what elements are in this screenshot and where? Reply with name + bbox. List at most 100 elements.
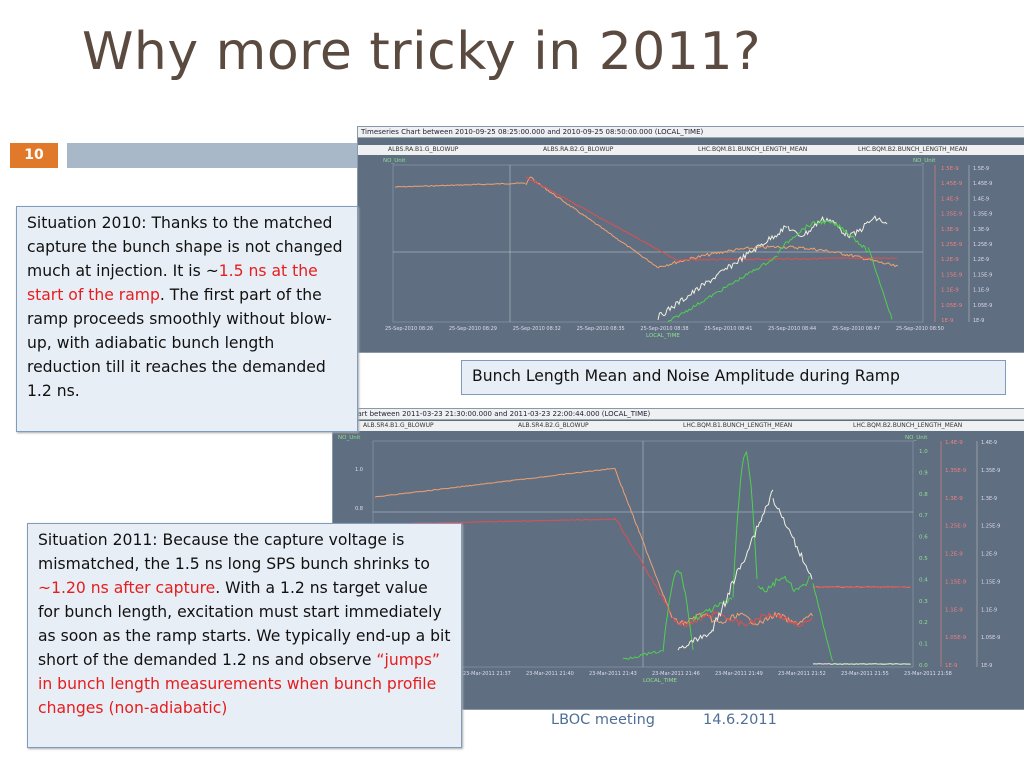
x-tick-label: 25-Sep-2010 08:26 bbox=[385, 326, 433, 332]
plot-area bbox=[392, 164, 924, 323]
y-right-tick-label: 1.35E-9 bbox=[945, 468, 967, 474]
y-green-tick-label: 0.4 bbox=[919, 577, 928, 583]
y-right-tick-label: 1E-9 bbox=[941, 318, 954, 324]
y-right-tick-label: 1.15E-9 bbox=[941, 272, 963, 278]
y-right2-tick-label: 1.05E-9 bbox=[981, 635, 1000, 641]
y-right2-tick-label: 1.35E-9 bbox=[973, 212, 992, 218]
y-right2-tick-label: 1.25E-9 bbox=[973, 242, 992, 248]
y-right2-tick-label: 1.1E-9 bbox=[973, 288, 989, 294]
y-right2-tick-label: 1.4E-9 bbox=[973, 196, 989, 202]
y-right-tick-label: 1.2E-9 bbox=[945, 552, 963, 558]
legend-item: LHC.BQM.B1.BUNCH_LENGTH_MEAN bbox=[683, 422, 793, 429]
situation-2010-text: Situation 2010: Thanks to the matched ca… bbox=[27, 214, 343, 280]
y-right-tick-label: 1E-9 bbox=[945, 663, 958, 669]
series-green-mid bbox=[692, 597, 733, 622]
x-tick-label: 23-Mar-2011 21:52 bbox=[778, 671, 826, 677]
y-right2-tick-label: 1E-9 bbox=[981, 663, 992, 669]
series-white-fall bbox=[772, 498, 813, 580]
chart-2010-header: Timeseries Chart between 2010-09-25 08:2… bbox=[358, 127, 1024, 138]
series-b1-tail bbox=[677, 256, 898, 262]
situation-2010-text-end: . The first part of the ramp proceeds sm… bbox=[27, 286, 332, 400]
y-green-tick-label: 1.0 bbox=[919, 449, 928, 455]
x-tick-label: 25-Sep-2010 08:35 bbox=[577, 326, 625, 332]
x-tick-label: 23-Mar-2011 21:37 bbox=[463, 671, 511, 677]
series-b1-noise bbox=[672, 610, 813, 628]
chart-2010-plot: NO_Unit NO_Unit 25-Sep-2010 08:26 25-Sep-20… bbox=[383, 158, 992, 339]
footer-date: 14.6.2011 bbox=[703, 712, 777, 728]
y-green-tick-label: 0.1 bbox=[919, 642, 928, 648]
legend-item: ALBS.RA.B2.G_BLOWUP bbox=[543, 146, 614, 153]
chart-caption: Bunch Length Mean and Noise Amplitude du… bbox=[461, 360, 1006, 395]
series-green-drop bbox=[867, 247, 893, 320]
y-right-tick-label: 1.1E-9 bbox=[945, 607, 963, 613]
legend-item: LHC.BQM.B2.BUNCH_LENGTH_MEAN bbox=[853, 422, 963, 429]
slide-number: 10 bbox=[10, 143, 58, 168]
title-accent-bar bbox=[67, 143, 357, 168]
y-right-tick-label: 1.2E-9 bbox=[941, 257, 959, 263]
series-b1-ramp bbox=[525, 176, 678, 261]
situation-2011-highlight-1: ~1.20 ns after capture bbox=[38, 579, 216, 597]
y-green-tick-label: 0.0 bbox=[919, 663, 928, 669]
y-right2-tick-label: 1.15E-9 bbox=[973, 272, 992, 278]
x-tick-label: 23-Mar-2011 21:46 bbox=[652, 671, 700, 677]
x-tick-label: 23-Mar-2011 21:58 bbox=[904, 671, 952, 677]
y-unit-left: NO_Unit bbox=[338, 435, 361, 441]
y-left-tick-label: 0.8 bbox=[355, 506, 363, 512]
series-green-hump bbox=[662, 570, 694, 653]
y-right2-tick-label: 1.1E-9 bbox=[981, 607, 997, 613]
y-left-tick-label: 1.0 bbox=[355, 467, 363, 473]
x-tick-label: 23-Mar-2011 21:55 bbox=[841, 671, 889, 677]
chart-2010: Timeseries Chart between 2010-09-25 08:2… bbox=[357, 126, 1024, 353]
x-tick-label: 25-Sep-2010 08:32 bbox=[513, 326, 561, 332]
series-b2-bump bbox=[525, 176, 536, 186]
chart-2011-header: ies Chart between 2011-03-23 21:30:00.00… bbox=[333, 409, 1024, 420]
situation-2011-text: Situation 2011: Because the capture volt… bbox=[38, 531, 430, 573]
series-b2-tail bbox=[657, 245, 899, 269]
y-green-tick-label: 0.9 bbox=[919, 470, 928, 476]
y-right-tick-label: 1.5E-9 bbox=[941, 166, 959, 172]
y-right2-tick-label: 1.45E-9 bbox=[973, 181, 992, 187]
y-right2-tick-label: 1.25E-9 bbox=[981, 524, 1000, 530]
series-green-rise bbox=[667, 255, 778, 322]
y-unit-left: NO_Unit bbox=[383, 158, 406, 164]
series-b2-fall bbox=[614, 468, 673, 618]
x-tick-label: 23-Mar-2011 21:43 bbox=[589, 671, 637, 677]
series-green-drop bbox=[812, 583, 833, 662]
slide-title: Why more tricky in 2011? bbox=[82, 22, 762, 82]
y-right2-tick-label: 1.05E-9 bbox=[973, 303, 992, 309]
legend-item: LHC.BQM.B2.BUNCH_LENGTH_MEAN bbox=[858, 146, 968, 153]
situation-2011-text-mid: . With a 1.2 ns target value for bunch l… bbox=[38, 579, 451, 669]
y-right2-tick-label: 1.3E-9 bbox=[973, 227, 989, 233]
y-right2-tick-label: 1E-9 bbox=[973, 318, 984, 324]
series-b1-tail bbox=[812, 585, 911, 589]
legend-item: ALBS.RA.B1.G_BLOWUP bbox=[388, 146, 459, 153]
x-tick-label: 25-Sep-2010 08:47 bbox=[832, 326, 880, 332]
situation-2010-box: Situation 2010: Thanks to the matched ca… bbox=[16, 206, 358, 432]
x-tick-label: 25-Sep-2010 08:29 bbox=[449, 326, 497, 332]
series-green-noise bbox=[757, 575, 813, 593]
situation-2011-box: Situation 2011: Because the capture volt… bbox=[27, 523, 462, 748]
situation-2010-highlight: 1.5 ns at the start of the ramp bbox=[27, 262, 318, 304]
y-right-tick-label: 1.25E-9 bbox=[945, 524, 967, 530]
y-right2-tick-label: 1.2E-9 bbox=[981, 552, 997, 558]
x-tick-label: 23-Mar-2011 21:40 bbox=[526, 671, 574, 677]
y-right2-tick-label: 1.35E-9 bbox=[981, 468, 1000, 474]
legend-item: LHC.BQM.B1.BUNCH_LENGTH_MEAN bbox=[698, 146, 808, 153]
series-b2-rise bbox=[374, 467, 616, 498]
y-right2-tick-label: 1.2E-9 bbox=[973, 257, 989, 263]
y-green-tick-label: 0.8 bbox=[919, 492, 928, 498]
series-green-peak bbox=[732, 450, 758, 598]
legend-item: ALB.SR4.B1.G_BLOWUP bbox=[363, 422, 434, 429]
y-green-tick-label: 0.5 bbox=[919, 556, 928, 562]
x-axis-label: LOCAL_TIME bbox=[646, 333, 680, 339]
y-right-tick-label: 1.25E-9 bbox=[941, 242, 963, 248]
y-right2-tick-label: 1.15E-9 bbox=[981, 579, 1000, 585]
x-tick-label: 25-Sep-2010 08:50 bbox=[896, 326, 944, 332]
footer-meeting: LBOC meeting bbox=[551, 712, 655, 728]
series-green-base bbox=[622, 649, 663, 660]
y-unit-right: NO_Unit bbox=[905, 435, 928, 441]
y-right-tick-label: 1.4E-9 bbox=[945, 440, 963, 446]
chart-2010-legend: ALBS.RA.B1.G_BLOWUP ALBS.RA.B2.G_BLOWUP … bbox=[358, 145, 1024, 155]
x-tick-label: 25-Sep-2010 08:41 bbox=[704, 326, 752, 332]
y-right-tick-label: 1.15E-9 bbox=[945, 579, 967, 585]
